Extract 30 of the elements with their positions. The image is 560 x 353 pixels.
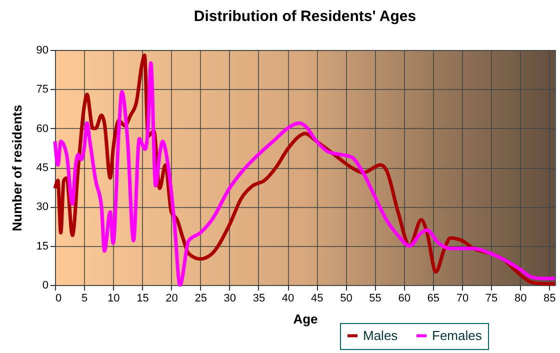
y-tick-label: 75: [36, 84, 48, 96]
y-tick-label: 60: [36, 122, 48, 135]
x-tick-label: 75: [485, 292, 498, 304]
x-tick-label: 40: [282, 292, 294, 304]
y-tick-label: 45: [36, 162, 48, 174]
legend-label: Males: [363, 328, 398, 343]
x-tick-label: 25: [194, 292, 207, 304]
x-tick-label: 45: [311, 292, 324, 304]
x-tick-label: 20: [166, 292, 178, 304]
x-tick-label: 15: [136, 292, 149, 304]
x-tick-label: 85: [544, 292, 556, 304]
x-tick-label: 50: [340, 292, 352, 304]
legend-label: Females: [432, 328, 482, 343]
x-tick-label: 55: [369, 292, 382, 304]
x-tick-label: 0: [56, 292, 62, 304]
x-axis-title: Age: [293, 312, 318, 326]
y-tick-label: 30: [36, 201, 48, 214]
x-tick-label: 60: [398, 292, 410, 304]
x-tick-label: 30: [224, 292, 236, 304]
x-tick-label: 80: [514, 292, 527, 304]
chart-title: Distribution of Residents' Ages: [194, 8, 416, 25]
x-tick-label: 35: [252, 292, 266, 304]
y-axis-title: Number of residents: [9, 104, 24, 232]
y-tick-label: 0: [42, 280, 48, 292]
x-tick-label: 65: [427, 292, 440, 304]
y-tick-label: 15: [36, 240, 48, 252]
x-tick-label: 70: [456, 292, 469, 304]
y-tick-label: 90: [36, 44, 48, 56]
x-tick-label: 5: [82, 292, 88, 304]
x-tick-label: 10: [108, 292, 120, 304]
